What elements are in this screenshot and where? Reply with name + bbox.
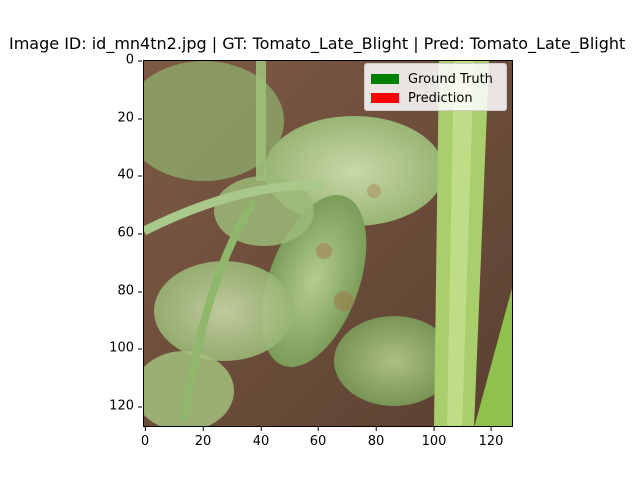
- legend: Ground Truth Prediction: [364, 63, 507, 111]
- legend-swatch: [371, 93, 399, 103]
- legend-item-ground-truth: Ground Truth: [371, 70, 493, 88]
- x-tick-label: 0: [140, 427, 150, 449]
- legend-item-prediction: Prediction: [371, 89, 473, 107]
- legend-label: Prediction: [408, 90, 473, 106]
- figure-title: Image ID: id_mn4tn2.jpg | GT: Tomato_Lat…: [9, 34, 626, 53]
- x-tick-label: 20: [194, 427, 212, 449]
- legend-label: Ground Truth: [408, 71, 493, 87]
- x-tick-label: 120: [478, 427, 504, 449]
- y-tick-label: 20: [117, 110, 142, 126]
- x-tick-label: 60: [309, 427, 327, 449]
- leaf-photo: [144, 61, 512, 426]
- x-tick-label: 40: [252, 427, 270, 449]
- y-tick-label: 120: [109, 398, 142, 414]
- y-tick-label: 100: [109, 340, 142, 356]
- y-tick-label: 40: [117, 167, 142, 183]
- x-tick-label: 100: [421, 427, 447, 449]
- legend-swatch: [371, 74, 399, 84]
- x-tick-label: 80: [367, 427, 385, 449]
- y-tick-label: 60: [117, 225, 142, 241]
- image-axes: [143, 60, 513, 427]
- y-tick-label: 80: [117, 283, 142, 299]
- y-tick-label: 0: [125, 52, 143, 68]
